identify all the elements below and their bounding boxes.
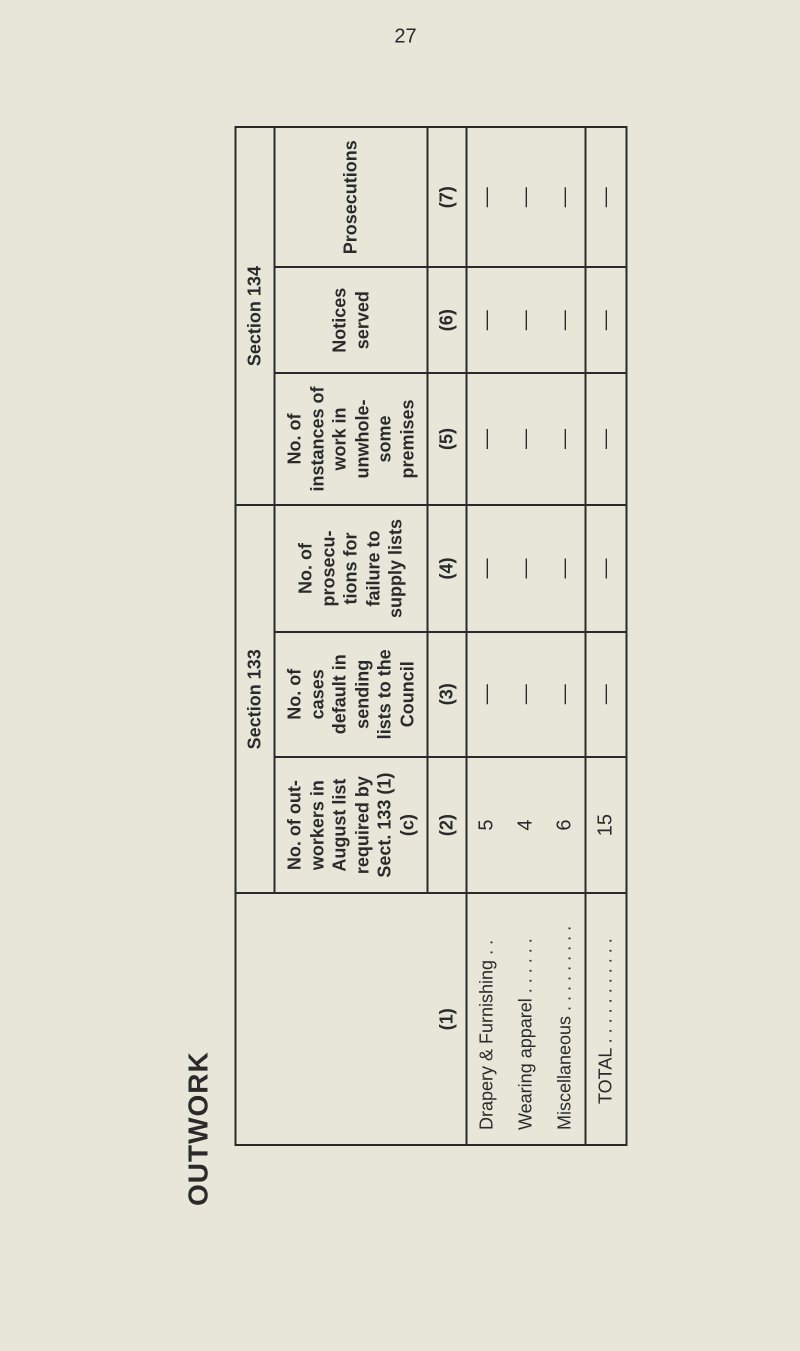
col6-num: (6) <box>428 267 467 372</box>
col6-header-text: Notices served <box>329 278 374 361</box>
row-1-c2: 5 <box>467 756 507 893</box>
row-2-c6: — <box>507 267 546 372</box>
total-label: TOTAL . . . . . . . . . . . <box>586 893 627 1145</box>
total-c5: — <box>586 372 627 504</box>
row-2-c7: — <box>507 127 546 267</box>
col3-num: (3) <box>428 631 467 756</box>
col5-header: No. of instances of work in unwhole- som… <box>275 372 428 504</box>
col4-header: No. of prosecu- tions for failure to sup… <box>275 505 428 632</box>
total-c6: — <box>586 267 627 372</box>
page-number: 27 <box>394 25 416 48</box>
col7-header: Prosecutions <box>275 127 428 267</box>
row-3-c5: — <box>546 372 586 504</box>
row-1-c4: — <box>467 505 507 632</box>
col2-header-text: No. of out-workers in August list requir… <box>284 767 419 882</box>
row-2-c2: 4 <box>507 756 546 893</box>
section-133-header: Section 133 <box>236 505 275 893</box>
row-1-label: Drapery & Furnishing . . <box>467 893 507 1145</box>
col5-num: (5) <box>428 372 467 504</box>
row-2-label: Wearing apparel . . . . . . <box>507 893 546 1145</box>
total-c3: — <box>586 631 627 756</box>
row-1-c3: — <box>467 631 507 756</box>
page: OUTWORK Section 133 Section 134 No. of o… <box>183 126 628 1226</box>
row-2-c3: — <box>507 631 546 756</box>
col3-header-text: No. of cases default in sending lists to… <box>284 642 419 745</box>
blank-top-left <box>236 893 428 1145</box>
row-3-c2: 6 <box>546 756 586 893</box>
row-1-c6: — <box>467 267 507 372</box>
row-2-c4: — <box>507 505 546 632</box>
col2-num: (2) <box>428 756 467 893</box>
row-3-c7: — <box>546 127 586 267</box>
col4-num: (4) <box>428 505 467 632</box>
row-2-c5: — <box>507 372 546 504</box>
col1-num: (1) <box>428 893 467 1145</box>
col4-header-text: No. of prosecu- tions for failure to sup… <box>295 516 408 621</box>
col3-header: No. of cases default in sending lists to… <box>275 631 428 756</box>
col7-num: (7) <box>428 127 467 267</box>
col2-header: No. of out-workers in August list requir… <box>275 756 428 893</box>
row-3-c4: — <box>546 505 586 632</box>
section-134-header: Section 134 <box>236 127 275 505</box>
total-c7: — <box>586 127 627 267</box>
row-3-c3: — <box>546 631 586 756</box>
page-title: OUTWORK <box>183 126 215 1206</box>
row-1-c5: — <box>467 372 507 504</box>
col7-header-text: Prosecutions <box>340 138 363 256</box>
outwork-table: Section 133 Section 134 No. of out-worke… <box>235 126 628 1146</box>
row-1-c7: — <box>467 127 507 267</box>
row-3-label: Miscellaneous . . . . . . . . . <box>546 893 586 1145</box>
col6-header: Notices served <box>275 267 428 372</box>
total-c4: — <box>586 505 627 632</box>
row-3-c6: — <box>546 267 586 372</box>
total-c2: 15 <box>586 756 627 893</box>
col5-header-text: No. of instances of work in unwhole- som… <box>284 383 419 493</box>
